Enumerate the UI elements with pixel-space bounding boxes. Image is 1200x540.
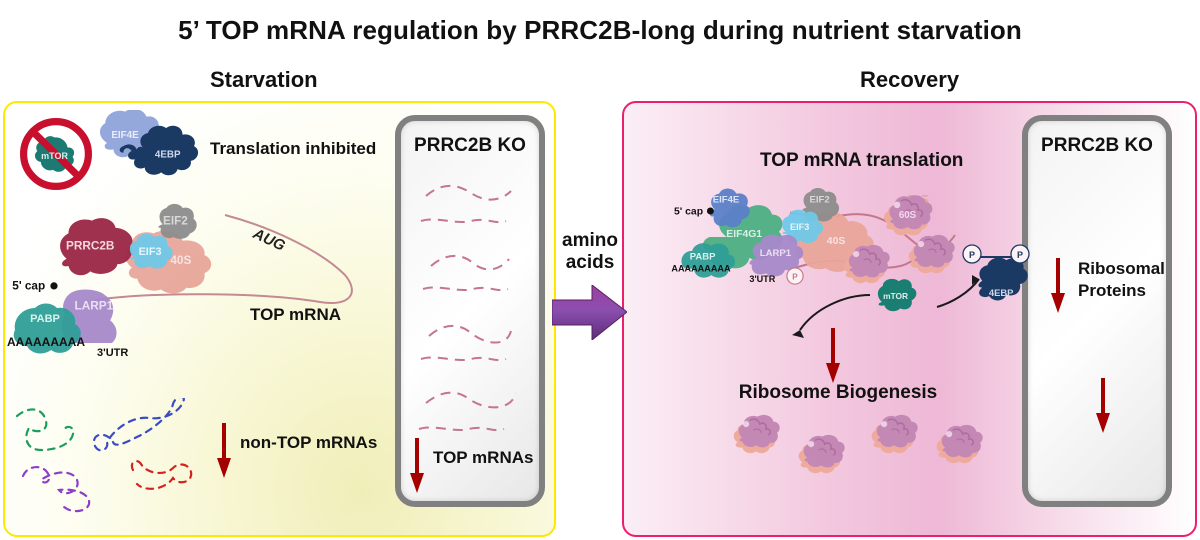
svg-text:P: P [969, 250, 975, 260]
svg-text:EIF3: EIF3 [790, 222, 809, 232]
svg-text:EIF4E: EIF4E [111, 130, 139, 141]
svg-text:4EBP: 4EBP [989, 287, 1014, 298]
svg-text:4EBP: 4EBP [155, 150, 181, 161]
svg-text:P: P [792, 273, 798, 282]
svg-text:3'UTR: 3'UTR [97, 347, 128, 359]
svg-text:mTOR: mTOR [41, 151, 68, 161]
svg-text:3'UTR: 3'UTR [749, 274, 775, 284]
svg-text:mTOR: mTOR [883, 291, 908, 301]
svg-text:40S: 40S [170, 254, 191, 267]
svg-text:AAAAAAAAA: AAAAAAAAA [7, 335, 85, 349]
svg-text:EIF2: EIF2 [163, 214, 188, 227]
svg-text:PRRC2B: PRRC2B [66, 240, 114, 253]
svg-text:AAAAAAAAA: AAAAAAAAA [671, 264, 731, 274]
svg-text:EIF2: EIF2 [810, 194, 830, 205]
svg-text:5' cap: 5' cap [674, 206, 703, 217]
svg-text:PABP: PABP [690, 252, 716, 263]
svg-text:LARP1: LARP1 [760, 248, 792, 259]
svg-text:P: P [1017, 250, 1023, 260]
svg-text:5' cap: 5' cap [12, 280, 45, 293]
svg-text:EIF3: EIF3 [139, 246, 162, 258]
svg-text:PABP: PABP [30, 313, 60, 325]
svg-text:EIF4G1: EIF4G1 [726, 229, 762, 240]
svg-text:EIF4E: EIF4E [713, 194, 739, 205]
svg-text:60S: 60S [899, 210, 917, 221]
